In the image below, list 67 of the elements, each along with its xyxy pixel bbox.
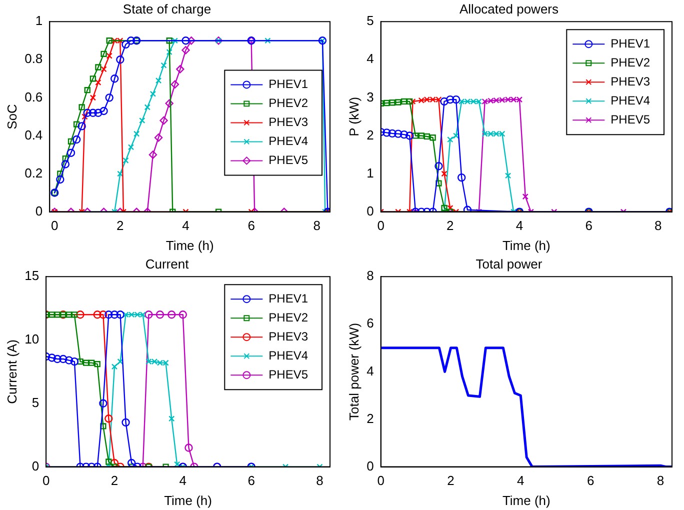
y-tick-label: 3 — [366, 89, 374, 104]
x-axis-title: Time (h) — [502, 492, 550, 508]
x-tick-label: 8 — [656, 473, 664, 488]
y-tick-label: 0 — [32, 458, 40, 474]
legend-label: PHEV2 — [268, 96, 308, 110]
legend-label: PHEV5 — [610, 112, 650, 126]
y-tick-label: 5 — [366, 13, 374, 28]
x-tick-label: 6 — [585, 218, 592, 234]
x-tick-label: 8 — [313, 218, 320, 234]
y-tick-label: 0.4 — [24, 127, 43, 142]
y-tick-label: 8 — [366, 268, 374, 284]
y-tick-label: 1 — [366, 165, 374, 180]
x-tick-label: 6 — [248, 218, 255, 234]
legend-label: PHEV4 — [268, 134, 308, 148]
legend-label: PHEV3 — [268, 329, 308, 344]
y-tick-label: 5 — [32, 394, 40, 410]
chart-title: Total power — [476, 256, 543, 272]
x-tick-label: 6 — [248, 473, 255, 488]
legend-label: PHEV5 — [268, 367, 308, 382]
legend-label: PHEV5 — [268, 153, 308, 168]
x-tick-label: 0 — [50, 218, 58, 234]
y-tick-label: 0 — [366, 203, 374, 218]
legend-label: PHEV4 — [268, 348, 308, 362]
x-tick-label: 8 — [316, 473, 324, 488]
legend-label: PHEV3 — [268, 115, 308, 130]
x-tick-label: 2 — [447, 473, 454, 488]
y-tick-label: 2 — [366, 127, 374, 142]
y-tick-label: 15 — [24, 268, 40, 284]
x-tick-label: 4 — [517, 473, 524, 488]
y-axis-title: P (kW) — [346, 96, 362, 136]
legend-label: PHEV2 — [268, 310, 308, 324]
x-tick-label: 2 — [116, 218, 124, 234]
chart-title: Current — [145, 256, 190, 272]
x-tick-label: 8 — [654, 218, 662, 234]
x-axis-title: Time (h) — [502, 238, 550, 253]
chart-title: State of charge — [122, 1, 212, 16]
y-tick-label: 0 — [366, 458, 374, 474]
x-tick-label: 0 — [377, 473, 384, 488]
y-tick-label: 0.2 — [24, 165, 43, 180]
y-tick-label: 0.6 — [24, 89, 43, 104]
y-tick-label: 1 — [35, 13, 43, 28]
y-tick-label: 2 — [366, 410, 374, 426]
y-tick-label: 0.8 — [24, 51, 43, 66]
y-tick-label: 6 — [366, 316, 374, 331]
y-tick-label: 0 — [35, 203, 43, 218]
legend-label: PHEV4 — [610, 93, 650, 108]
x-axis-title: Time (h) — [164, 492, 212, 508]
y-tick-label: 10 — [24, 332, 40, 347]
legend-label: PHEV1 — [268, 291, 308, 306]
x-tick-label: 2 — [446, 218, 454, 234]
y-tick-label: 4 — [366, 51, 374, 66]
x-axis-title: Time (h) — [166, 238, 214, 253]
x-tick-label: 4 — [179, 473, 187, 488]
y-axis-title: Total power (kW) — [346, 322, 362, 420]
y-axis-title: Current (A) — [4, 340, 20, 404]
x-tick-label: 6 — [586, 473, 594, 488]
legend-label: PHEV3 — [610, 74, 650, 88]
y-axis-title: SoC — [4, 104, 20, 130]
x-tick-label: 4 — [182, 218, 190, 234]
y-tick-label: 4 — [366, 363, 374, 378]
x-tick-label: 2 — [110, 473, 118, 488]
legend-label: PHEV2 — [610, 55, 650, 70]
x-tick-label: 0 — [377, 218, 384, 234]
x-tick-label: 4 — [516, 218, 524, 234]
chart-title: Allocated powers — [460, 1, 559, 16]
legend-label: PHEV1 — [268, 77, 308, 92]
legend-label: PHEV1 — [610, 36, 650, 50]
